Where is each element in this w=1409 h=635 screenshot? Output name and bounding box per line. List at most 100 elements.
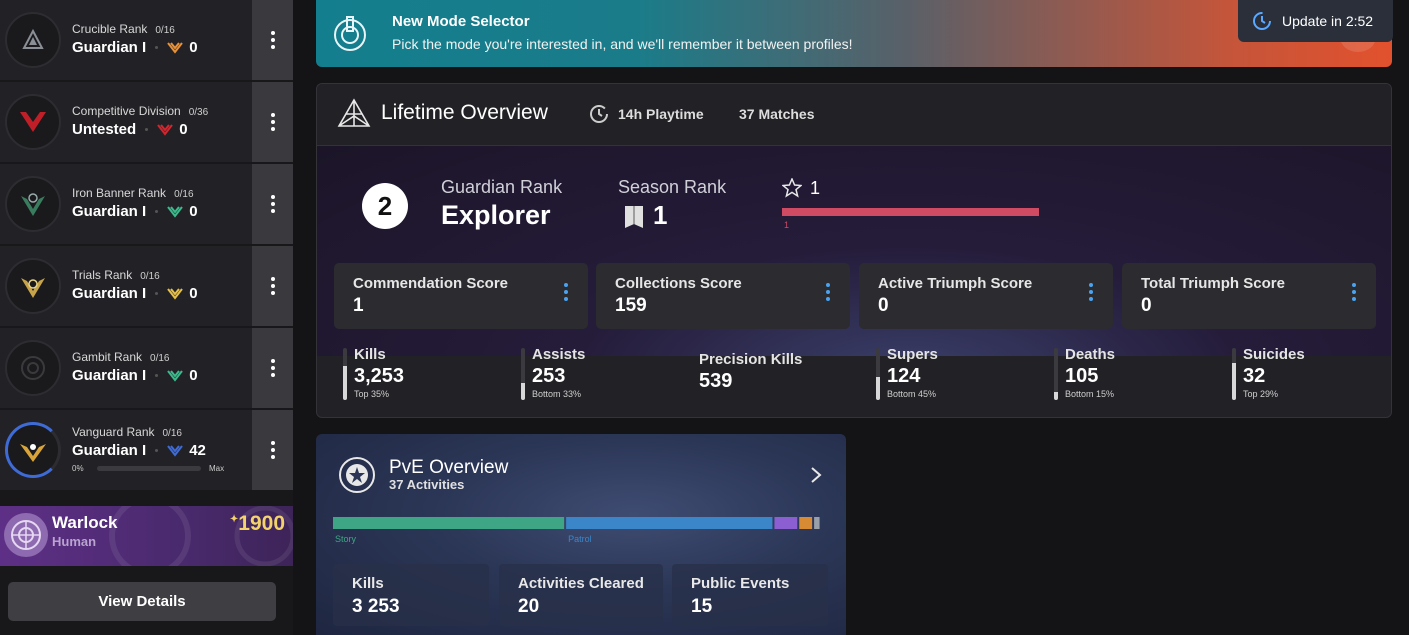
vanguard-star-icon bbox=[339, 457, 375, 493]
rank-menu-button[interactable] bbox=[252, 328, 293, 408]
progress-end-label: Max bbox=[209, 464, 225, 473]
banner-title: New Mode Selector bbox=[392, 13, 530, 30]
character-plate[interactable]: Warlock Human ✦ 1900 bbox=[0, 506, 293, 566]
reward-level: 1 bbox=[810, 178, 821, 198]
more-vertical-icon bbox=[270, 359, 275, 377]
rank-title: Iron Banner Rank 0/16 bbox=[72, 186, 194, 200]
pve-stat-public-events: Public Events 15 bbox=[672, 564, 828, 626]
rank-chevron-icon bbox=[167, 205, 183, 218]
pyramid-icon bbox=[337, 98, 371, 127]
pve-stat-kills: Kills 3 253 bbox=[333, 564, 489, 626]
rank-chevron-icon bbox=[167, 444, 183, 457]
more-vertical-icon bbox=[270, 31, 275, 49]
view-details-button[interactable]: View Details bbox=[8, 582, 276, 621]
activity-segment-label: Story bbox=[335, 534, 357, 544]
pve-overview-card[interactable]: PvE Overview 37 Activities Story Patrol K… bbox=[316, 434, 846, 635]
active-triumph-score-card[interactable]: Active Triumph Score 0 bbox=[859, 263, 1113, 329]
gambit-emblem-icon bbox=[5, 340, 61, 396]
rank-menu-button[interactable] bbox=[252, 0, 293, 80]
rank-chevron-icon bbox=[167, 369, 183, 382]
warlock-emblem-icon bbox=[4, 513, 48, 557]
season-progress-label: 1 bbox=[784, 220, 790, 230]
rank-row-competitive[interactable]: Competitive Division 0/36 Untested 0 bbox=[0, 82, 293, 162]
lifetime-overview-card: Lifetime Overview 14h Playtime 37 Matche… bbox=[316, 83, 1392, 418]
vanguard-emblem-icon bbox=[5, 422, 61, 478]
rank-menu-button[interactable] bbox=[252, 82, 293, 162]
character-class: Warlock bbox=[52, 513, 118, 532]
stat-percentile-bar bbox=[1054, 348, 1058, 400]
rank-title: Crucible Rank 0/16 bbox=[72, 22, 175, 36]
rank-row-vanguard[interactable]: Vanguard Rank 0/16 Guardian I 42 0% Max bbox=[0, 410, 293, 490]
progress-start-label: 0% bbox=[72, 464, 84, 473]
collections-score-card[interactable]: Collections Score 159 bbox=[596, 263, 850, 329]
more-vertical-icon bbox=[270, 277, 275, 295]
crucible-emblem-icon bbox=[5, 12, 61, 68]
season-banner-icon bbox=[625, 206, 643, 228]
emblem-pattern-icon bbox=[109, 506, 293, 566]
clock-icon bbox=[590, 105, 608, 123]
rank-chevron-icon bbox=[167, 41, 183, 54]
guardian-rank-badge: 2 bbox=[362, 183, 408, 229]
rank-title: Vanguard Rank 0/16 bbox=[72, 425, 182, 439]
activity-segment-0[interactable] bbox=[333, 517, 565, 529]
rank-count: 0/16 bbox=[155, 25, 175, 36]
pve-subtitle: 37 Activities bbox=[389, 477, 465, 492]
more-vertical-icon[interactable] bbox=[826, 283, 830, 301]
rank-title: Gambit Rank 0/16 bbox=[72, 350, 170, 364]
rank-chevron-icon bbox=[157, 123, 173, 136]
lifetime-title: Lifetime Overview bbox=[381, 101, 548, 124]
rank-menu-button[interactable] bbox=[252, 164, 293, 244]
activity-segment-3[interactable] bbox=[799, 517, 813, 529]
stat-percentile-bar bbox=[343, 348, 347, 400]
chevron-right-icon[interactable] bbox=[809, 466, 823, 484]
refresh-timer-icon bbox=[1253, 12, 1271, 30]
rank-count: 0/16 bbox=[150, 353, 170, 364]
activity-segment-2[interactable] bbox=[774, 517, 798, 529]
stat-percentile-bar bbox=[876, 348, 880, 400]
rank-menu-button[interactable] bbox=[252, 246, 293, 326]
more-vertical-icon[interactable] bbox=[1089, 283, 1093, 301]
matches: 37 Matches bbox=[739, 106, 815, 122]
trials-emblem-icon bbox=[5, 258, 61, 314]
update-timer[interactable]: Update in 2:52 bbox=[1238, 0, 1393, 42]
playtime: 14h Playtime bbox=[618, 106, 704, 122]
season-progress-bar bbox=[782, 208, 1039, 216]
iron-banner-emblem-icon bbox=[5, 176, 61, 232]
banner-text: Pick the mode you're interested in, and … bbox=[392, 36, 853, 52]
activity-segment-1[interactable] bbox=[566, 517, 773, 529]
guardian-rank-label: Guardian Rank bbox=[441, 177, 563, 197]
rank-progress-bar bbox=[97, 466, 201, 471]
commendation-score-card[interactable]: Commendation Score 1 bbox=[334, 263, 588, 329]
power-icon: ✦ bbox=[229, 514, 239, 525]
more-vertical-icon bbox=[270, 195, 275, 213]
mode-selector-banner[interactable]: New Mode Selector Pick the mode you're i… bbox=[316, 0, 1392, 67]
rank-value: Guardian I 42 bbox=[72, 442, 206, 459]
rank-count: 0/16 bbox=[140, 271, 160, 282]
mode-selector-icon bbox=[330, 13, 370, 53]
rank-chevron-icon bbox=[167, 287, 183, 300]
more-vertical-icon bbox=[270, 441, 275, 459]
more-vertical-icon bbox=[270, 113, 275, 131]
stat-percentile-bar bbox=[521, 348, 525, 400]
activity-breakdown-bar: Story Patrol bbox=[333, 517, 820, 544]
total-triumph-score-card[interactable]: Total Triumph Score 0 bbox=[1122, 263, 1376, 329]
more-vertical-icon[interactable] bbox=[1352, 283, 1356, 301]
character-race: Human bbox=[52, 534, 97, 549]
competitive-emblem-icon bbox=[5, 94, 61, 150]
rank-count: 0/16 bbox=[162, 428, 182, 439]
more-vertical-icon[interactable] bbox=[564, 283, 568, 301]
rank-menu-button[interactable] bbox=[252, 410, 293, 490]
star-reward-icon bbox=[782, 178, 802, 198]
pve-stat-activities-cleared: Activities Cleared 20 bbox=[499, 564, 663, 626]
rank-title: Competitive Division 0/36 bbox=[72, 104, 209, 118]
activity-segment-4[interactable] bbox=[814, 517, 820, 529]
